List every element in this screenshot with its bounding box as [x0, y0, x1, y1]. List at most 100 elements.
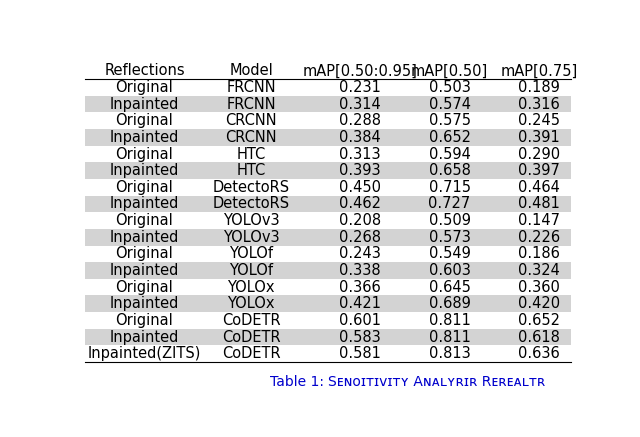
Text: HTC: HTC: [237, 146, 266, 162]
Text: FRCNN: FRCNN: [227, 80, 276, 95]
Text: 0.391: 0.391: [518, 130, 559, 145]
Text: 0.509: 0.509: [429, 213, 470, 228]
Text: YOLOv3: YOLOv3: [223, 213, 280, 228]
Text: 0.288: 0.288: [339, 113, 381, 128]
Text: 0.208: 0.208: [339, 213, 381, 228]
Text: CoDETR: CoDETR: [222, 313, 280, 328]
Text: 0.290: 0.290: [518, 146, 560, 162]
Text: 0.464: 0.464: [518, 180, 560, 195]
Bar: [85, 96, 571, 112]
Text: CoDETR: CoDETR: [222, 346, 280, 361]
Text: 0.226: 0.226: [518, 230, 560, 245]
Text: Inpainted: Inpainted: [110, 197, 179, 212]
Text: Inpainted: Inpainted: [110, 329, 179, 344]
Text: 0.645: 0.645: [429, 280, 470, 295]
Text: 0.314: 0.314: [339, 97, 381, 111]
Text: 0.574: 0.574: [429, 97, 470, 111]
Text: 0.338: 0.338: [339, 263, 381, 278]
Text: CRCNN: CRCNN: [225, 113, 277, 128]
Text: Original: Original: [116, 313, 173, 328]
Text: Inpainted: Inpainted: [110, 230, 179, 245]
Text: 0.324: 0.324: [518, 263, 560, 278]
Bar: [85, 229, 571, 246]
Text: Inpainted: Inpainted: [110, 263, 179, 278]
Text: 0.715: 0.715: [429, 180, 470, 195]
Text: 0.618: 0.618: [518, 329, 560, 344]
Text: Original: Original: [116, 146, 173, 162]
Text: 0.658: 0.658: [429, 163, 470, 178]
Text: YOLOf: YOLOf: [229, 263, 273, 278]
Bar: [85, 129, 571, 146]
Text: 0.313: 0.313: [339, 146, 381, 162]
Text: 0.581: 0.581: [339, 346, 381, 361]
Text: Inpainted: Inpainted: [110, 97, 179, 111]
Text: Inpainted: Inpainted: [110, 163, 179, 178]
Bar: [85, 163, 571, 179]
Text: YOLOx: YOLOx: [227, 296, 275, 311]
Text: FRCNN: FRCNN: [227, 97, 276, 111]
Text: 0.594: 0.594: [429, 146, 470, 162]
Text: 0.549: 0.549: [429, 246, 470, 261]
Text: Table 1:: Table 1:: [269, 375, 328, 389]
Text: 0.245: 0.245: [518, 113, 560, 128]
Text: 0.397: 0.397: [518, 163, 560, 178]
Text: 0.573: 0.573: [429, 230, 470, 245]
Text: YOLOv3: YOLOv3: [223, 230, 280, 245]
Text: Original: Original: [116, 280, 173, 295]
Text: 0.727: 0.727: [428, 197, 470, 212]
Text: 0.231: 0.231: [339, 80, 381, 95]
Bar: [85, 295, 571, 312]
Bar: [85, 262, 571, 279]
Text: YOLOf: YOLOf: [229, 246, 273, 261]
Text: Inpainted(ZITS): Inpainted(ZITS): [88, 346, 201, 361]
Text: 0.450: 0.450: [339, 180, 381, 195]
Bar: [85, 196, 571, 212]
Text: 0.360: 0.360: [518, 280, 560, 295]
Text: 0.384: 0.384: [339, 130, 381, 145]
Text: Original: Original: [116, 180, 173, 195]
Text: 0.421: 0.421: [339, 296, 381, 311]
Text: 0.811: 0.811: [429, 329, 470, 344]
Text: 0.813: 0.813: [429, 346, 470, 361]
Text: 0.575: 0.575: [429, 113, 470, 128]
Text: 0.189: 0.189: [518, 80, 560, 95]
Text: 0.420: 0.420: [518, 296, 560, 311]
Text: YOLOx: YOLOx: [227, 280, 275, 295]
Text: 0.652: 0.652: [518, 313, 560, 328]
Text: 0.268: 0.268: [339, 230, 381, 245]
Text: Model: Model: [229, 63, 273, 78]
Text: Inpainted: Inpainted: [110, 130, 179, 145]
Text: 0.636: 0.636: [518, 346, 559, 361]
Text: 0.689: 0.689: [429, 296, 470, 311]
Text: 0.366: 0.366: [339, 280, 381, 295]
Text: DetectoRS: DetectoRS: [212, 180, 290, 195]
Text: Original: Original: [116, 113, 173, 128]
Text: Original: Original: [116, 80, 173, 95]
Text: 0.186: 0.186: [518, 246, 560, 261]
Text: 0.147: 0.147: [518, 213, 560, 228]
Text: 0.603: 0.603: [429, 263, 470, 278]
Text: 0.503: 0.503: [429, 80, 470, 95]
Text: Inpainted: Inpainted: [110, 296, 179, 311]
Bar: [85, 329, 571, 345]
Text: Reflections: Reflections: [104, 63, 185, 78]
Text: DetectoRS: DetectoRS: [212, 197, 290, 212]
Text: mAP[0.75]: mAP[0.75]: [500, 63, 577, 78]
Text: 0.462: 0.462: [339, 197, 381, 212]
Text: Original: Original: [116, 213, 173, 228]
Text: 0.583: 0.583: [339, 329, 381, 344]
Text: mAP[0.50:0.95]: mAP[0.50:0.95]: [303, 63, 418, 78]
Text: HTC: HTC: [237, 163, 266, 178]
Text: 0.393: 0.393: [339, 163, 381, 178]
Text: 0.652: 0.652: [429, 130, 470, 145]
Text: 0.481: 0.481: [518, 197, 560, 212]
Text: CRCNN: CRCNN: [225, 130, 277, 145]
Text: CoDETR: CoDETR: [222, 329, 280, 344]
Text: Original: Original: [116, 246, 173, 261]
Text: Sᴇɴᴏɪᴛɪᴠɪᴛʏ Aɴᴀʟʏʀɪʀ Rᴇʀᴇᴀʟᴛʀ: Sᴇɴᴏɪᴛɪᴠɪᴛʏ Aɴᴀʟʏʀɪʀ Rᴇʀᴇᴀʟᴛʀ: [328, 375, 545, 389]
Text: 0.601: 0.601: [339, 313, 381, 328]
Text: 0.811: 0.811: [429, 313, 470, 328]
Text: 0.243: 0.243: [339, 246, 381, 261]
Text: 0.316: 0.316: [518, 97, 559, 111]
Text: mAP[0.50]: mAP[0.50]: [411, 63, 488, 78]
